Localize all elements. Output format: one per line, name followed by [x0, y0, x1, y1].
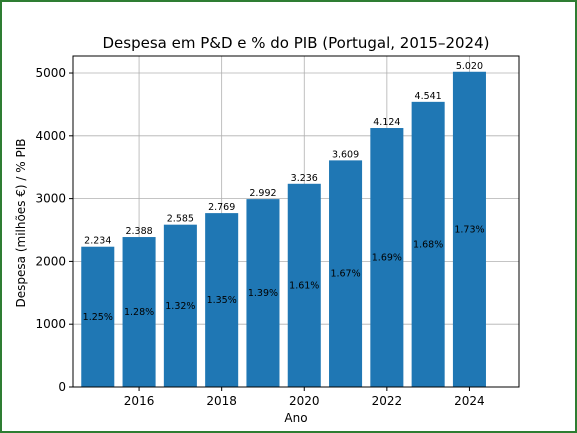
plot-area-frame [72, 55, 520, 388]
x-tick-label: 2020 [289, 394, 320, 408]
bar [287, 183, 321, 387]
bar [452, 71, 486, 387]
y-tick-label: 2000 [35, 254, 66, 268]
x-axis-label: Ano [284, 411, 307, 425]
bar [246, 199, 280, 387]
x-tick-label: 2022 [372, 394, 403, 408]
x-tick-label: 2016 [124, 394, 155, 408]
y-tick-label: 5000 [35, 66, 66, 80]
bar-value-label: 3.236 [291, 173, 318, 184]
y-tick-label: 4000 [35, 129, 66, 143]
y-tick-label: 3000 [35, 192, 66, 206]
bar-pct-label: 1.32% [165, 301, 195, 312]
bar [122, 237, 156, 387]
bar [81, 246, 115, 387]
bar-pct-label: 1.73% [454, 224, 484, 235]
bar-value-label: 4.124 [373, 117, 400, 128]
x-tick-label: 2024 [454, 394, 485, 408]
bar-value-label: 2.585 [167, 214, 194, 225]
bar-pct-label: 1.39% [248, 288, 278, 299]
y-tick-label: 0 [58, 380, 66, 394]
bar-value-label: 2.992 [249, 188, 276, 199]
bar-pct-label: 1.68% [413, 239, 443, 250]
y-axis-label: Despesa (milhões €) / % PIB [14, 139, 28, 308]
y-tick-label: 1000 [35, 317, 66, 331]
bar-pct-label: 1.67% [330, 269, 360, 280]
bar [370, 128, 404, 387]
bar-pct-label: 1.35% [207, 295, 237, 306]
axes: 2016 2018 2020 2022 2024 0 1000 2000 3000 4000 500… [35, 66, 484, 408]
bar-pct-label: 1.28% [124, 307, 154, 318]
bar-pct-label: 1.69% [372, 253, 402, 264]
data-labels: 2.234 1.25% 2.388 1.28% 2.585 1.32% 2.769 1.35%… [83, 61, 485, 323]
chart-title: Despesa em P&D e % do PIB (Portugal, 201… [102, 34, 489, 52]
bars [81, 71, 486, 387]
bar-value-label: 2.769 [208, 202, 235, 213]
bar-pct-label: 1.61% [289, 280, 319, 291]
bar-pct-label: 1.25% [83, 312, 113, 323]
bar [163, 224, 197, 387]
bar [411, 101, 445, 387]
bar [205, 213, 239, 387]
x-tick-label: 2018 [206, 394, 237, 408]
bar [329, 160, 363, 387]
bar-value-label: 2.388 [125, 226, 152, 237]
bar-value-label: 4.541 [415, 91, 442, 102]
bar-value-label: 3.609 [332, 149, 359, 160]
bar-value-label: 2.234 [84, 236, 111, 247]
bar-value-label: 5.020 [456, 61, 483, 72]
